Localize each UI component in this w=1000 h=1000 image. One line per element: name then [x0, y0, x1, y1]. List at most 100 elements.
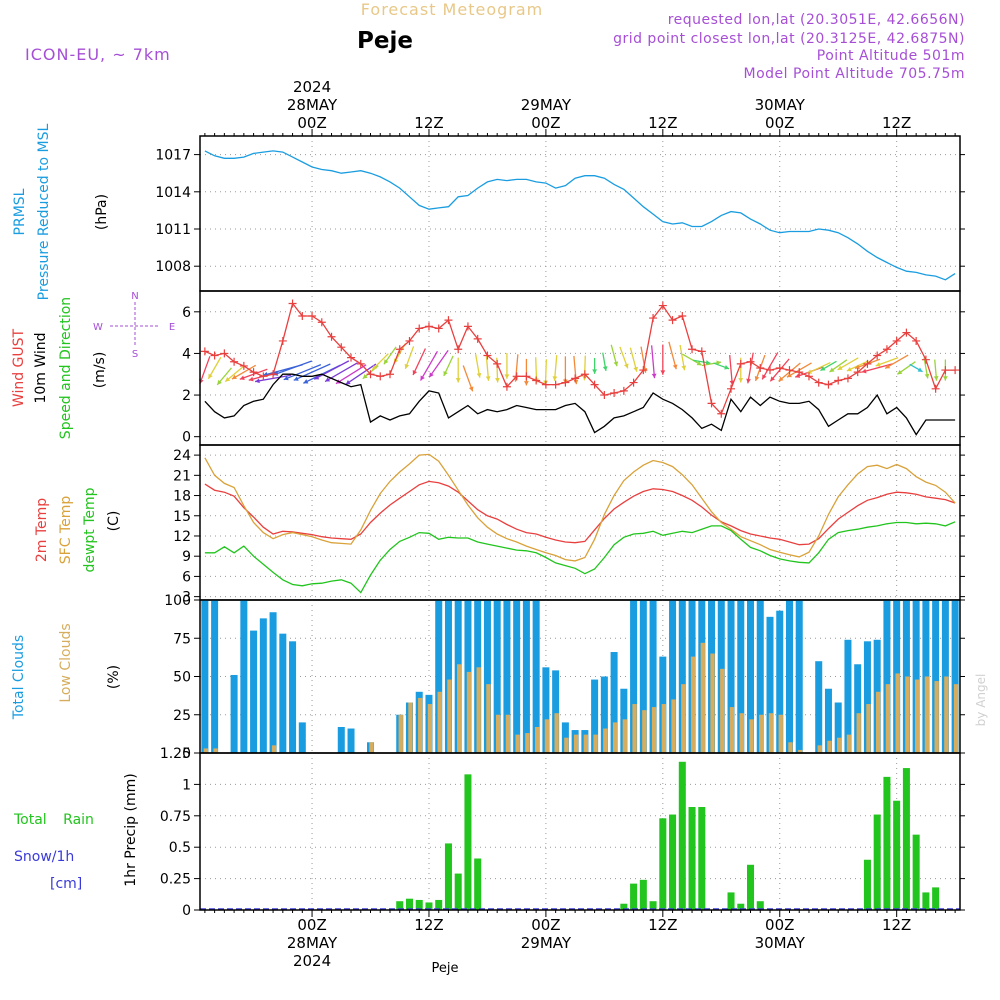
compass-east: E — [169, 322, 175, 333]
temperature-ytick-label: 9 — [182, 549, 191, 565]
total-clouds-bar — [591, 679, 599, 753]
wind-panel: 0 2 4 6 — [182, 290, 965, 446]
wind-arrow — [747, 352, 754, 384]
low-clouds-bar — [418, 697, 423, 753]
wind-arrow-head — [786, 372, 792, 378]
low-clouds-bar — [671, 699, 676, 753]
clouds-ytick-label: 75 — [173, 631, 191, 647]
low-clouds-bar — [759, 714, 764, 753]
gust-marker — [424, 322, 433, 331]
wind-arrow-head — [837, 365, 843, 370]
snow-label: Snow/1h — [14, 849, 74, 865]
gust-marker — [902, 328, 911, 337]
temperature-ytick-label: 18 — [173, 489, 191, 505]
wind-arrow-head — [383, 359, 389, 365]
clouds-panel: 0 25 50 75 100 — [164, 593, 965, 762]
low-clouds-bar — [885, 684, 891, 753]
gust-marker — [502, 382, 511, 391]
pressure-label-2: Pressure Reduced to MSL — [36, 123, 52, 300]
low-clouds-bar — [525, 733, 530, 753]
low-clouds-bar — [427, 704, 433, 753]
rain-bar — [863, 859, 871, 910]
grid-point-coordinates: grid point closest lon,lat (20.3125E, 42… — [613, 31, 965, 47]
total-clouds-bar — [756, 600, 764, 753]
total-clouds-bar — [600, 676, 608, 753]
total-clouds-bar — [337, 726, 345, 753]
wind-arrow-head — [552, 376, 558, 381]
total-clouds-bar — [932, 600, 940, 753]
wind-arrow — [668, 341, 677, 370]
low-clouds-bar — [729, 707, 735, 753]
wind-arrow-head — [524, 381, 529, 386]
temperature-ytick-label: 12 — [173, 529, 191, 545]
temp-sfc-label: SFC Temp — [58, 496, 74, 565]
low-clouds-bar — [496, 714, 501, 753]
wind-arrow-head — [412, 370, 418, 376]
wind-arrow — [345, 363, 377, 385]
total-clouds-bar — [766, 616, 774, 753]
total-clouds-bar — [240, 600, 248, 753]
total-rain-label: Total Rain — [13, 812, 94, 828]
rain-bar — [737, 903, 745, 910]
time-label-top: 12Z — [882, 114, 911, 132]
low-clouds-bar — [203, 748, 209, 753]
gust-marker — [814, 378, 823, 387]
watermark: by Angel — [974, 674, 988, 727]
low-clouds-bar — [593, 734, 598, 753]
total-clouds-bar — [776, 610, 784, 753]
wind-ytick-label: 4 — [182, 346, 191, 362]
wind-arrow-head — [208, 373, 213, 379]
gust-marker — [688, 345, 697, 354]
gust-marker — [200, 347, 209, 356]
temperature-ytick-label: 21 — [173, 468, 191, 484]
cloud-labels: Total Clouds Low Clouds (%) — [11, 623, 122, 720]
wind-arrow-head — [592, 369, 598, 374]
wind-arrow-head — [602, 366, 608, 371]
rain-bar — [688, 807, 696, 910]
gust-marker — [668, 316, 677, 325]
precip-ytick-label: 1.25 — [160, 746, 191, 762]
pressure-ytick-label: 1008 — [155, 259, 191, 275]
wind-arrow-head — [248, 376, 254, 382]
rain-bar — [678, 761, 686, 910]
wind-arrow — [199, 356, 211, 385]
gust-marker — [678, 311, 687, 320]
precip-ytick-label: 0.25 — [160, 872, 191, 888]
gust-marker — [317, 318, 326, 327]
gust-marker — [561, 378, 570, 387]
precip-ytick-label: 1 — [182, 777, 191, 793]
top-title: Forecast Meteogram — [361, 0, 543, 19]
rain-bar — [883, 776, 891, 910]
wind-arrow-head — [942, 376, 948, 381]
low-clouds-bar — [739, 713, 744, 753]
gust-marker — [454, 345, 463, 354]
gust-marker — [444, 316, 453, 325]
low-clouds-bar — [612, 722, 618, 753]
pressure-labels: PRMSL Pressure Reduced to MSL (hPa) — [12, 123, 110, 300]
total-clouds-bar — [503, 600, 511, 753]
total-clouds-bar — [513, 600, 521, 753]
rain-bar — [639, 879, 647, 910]
gust-marker — [493, 359, 502, 368]
gust-marker — [230, 357, 239, 366]
wind-arrow-head — [924, 373, 930, 379]
gust-marker — [395, 345, 404, 354]
wind-arrow-head — [738, 378, 744, 383]
low-clouds-bar — [398, 714, 403, 753]
total-clouds-bar — [610, 652, 618, 753]
wind-ytick-label: 0 — [182, 430, 191, 446]
total-clouds-bar — [298, 722, 306, 753]
total-clouds-bar — [259, 618, 267, 753]
rain-bar — [893, 800, 901, 910]
compass-rose: N S W E — [93, 291, 175, 360]
gust-marker — [298, 311, 307, 320]
rain-bar — [435, 899, 443, 910]
gust-marker — [795, 368, 804, 377]
wind-arrow — [335, 364, 367, 385]
total-clouds-bar — [630, 600, 638, 753]
wind-arrow-head — [681, 365, 687, 371]
dewpt-line — [204, 521, 956, 594]
time-label-bottom: 00Z — [765, 916, 794, 934]
gust-marker — [756, 364, 765, 372]
wind-ytick-label: 2 — [182, 388, 191, 404]
